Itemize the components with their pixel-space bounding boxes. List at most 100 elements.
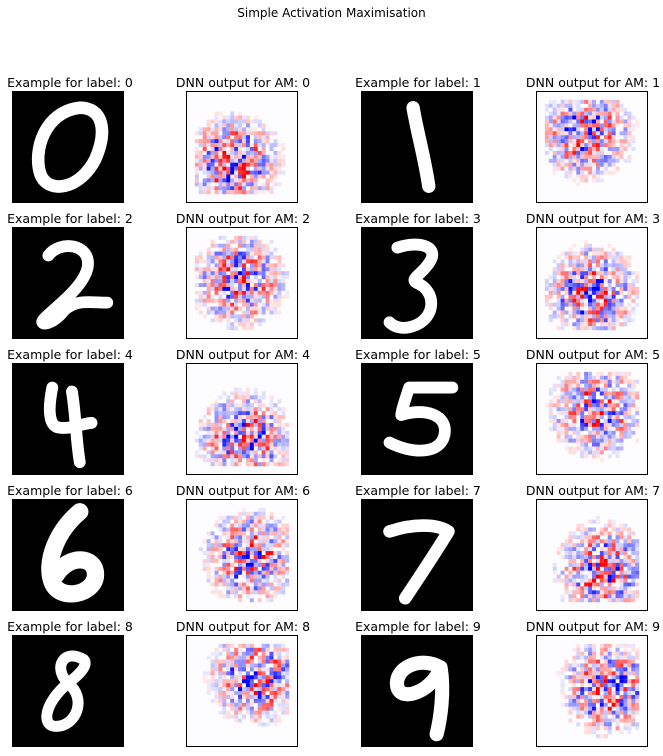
am-pixel <box>257 131 262 136</box>
am-pixel <box>230 531 235 536</box>
am-pixel <box>611 714 616 719</box>
am-pixel <box>261 655 266 660</box>
am-pixel <box>245 158 250 163</box>
am-pixel <box>265 714 270 719</box>
am-pixel <box>261 154 266 159</box>
am-pixel <box>603 594 608 599</box>
am-pixel <box>273 687 278 692</box>
am-pixel <box>222 283 227 288</box>
am-pixel <box>627 562 632 567</box>
am-pixel <box>238 419 243 424</box>
am-pixel <box>273 667 278 672</box>
am-pixel <box>277 675 282 680</box>
am-pixel <box>572 395 577 400</box>
am-pixel <box>234 391 239 396</box>
am-pixel <box>615 158 620 163</box>
am-pixel <box>623 663 628 668</box>
am-pixel <box>222 647 227 652</box>
am-pixel <box>556 419 561 424</box>
am-pixel <box>226 279 231 284</box>
panel-title: Example for label: 5 <box>355 347 481 362</box>
am-pixel <box>226 255 231 260</box>
am-pixel <box>619 150 624 155</box>
am-pixel <box>214 263 219 268</box>
am-pixel <box>615 578 620 583</box>
am-pixel <box>584 111 589 116</box>
am-pixel <box>564 659 569 664</box>
am-pixel <box>226 547 231 552</box>
am-pixel <box>214 659 219 664</box>
am-pixel <box>588 166 593 171</box>
am-pixel <box>548 302 553 307</box>
am-pixel <box>277 531 282 536</box>
am-pixel <box>285 290 290 295</box>
am-pixel <box>230 454 235 459</box>
am-pixel <box>603 702 608 707</box>
am-pixel <box>261 671 266 676</box>
am-pixel <box>265 263 270 268</box>
am-pixel <box>265 594 270 599</box>
am-pixel <box>202 671 207 676</box>
am-pixel <box>194 283 199 288</box>
am-pixel <box>253 523 258 528</box>
am-pixel <box>257 279 262 284</box>
am-pixel <box>249 663 254 668</box>
am-pixel <box>603 107 608 112</box>
am-pixel <box>564 147 569 152</box>
am-pixel <box>584 582 589 587</box>
am-pixel <box>242 531 247 536</box>
digit-image <box>12 227 124 339</box>
am-pixel <box>627 694 632 699</box>
am-pixel <box>623 586 628 591</box>
am-pixel <box>218 111 223 116</box>
am-pixel <box>226 310 231 315</box>
am-pixel <box>230 326 235 331</box>
digit-svg <box>41 503 105 603</box>
am-pixel <box>230 255 235 260</box>
am-pixel <box>631 123 636 128</box>
am-pixel <box>599 306 604 311</box>
am-pixel <box>584 263 589 268</box>
am-pixel <box>584 454 589 459</box>
am-pixel <box>261 578 266 583</box>
am-pixel <box>202 675 207 680</box>
am-pixel <box>253 442 258 447</box>
am-pixel <box>619 659 624 664</box>
am-pixel <box>568 166 573 171</box>
am-pixel <box>249 446 254 451</box>
am-pixel <box>238 582 243 587</box>
am-pixel <box>257 647 262 652</box>
am-pixel <box>615 531 620 536</box>
am-pixel <box>576 279 581 284</box>
am-pixel <box>595 103 600 108</box>
am-pixel <box>269 691 274 696</box>
am-pixel <box>242 178 247 183</box>
am-pixel <box>269 190 274 195</box>
am-pixel <box>226 446 231 451</box>
am-pixel <box>560 271 565 276</box>
am-pixel <box>242 275 247 280</box>
am-pixel <box>576 154 581 159</box>
am-pixel <box>556 131 561 136</box>
am-pixel <box>194 430 199 435</box>
am-pixel <box>285 706 290 711</box>
am-pixel <box>222 515 227 520</box>
am-pixel <box>560 326 565 331</box>
am-pixel <box>273 562 278 567</box>
am-pixel <box>599 578 604 583</box>
am-pixel <box>234 267 239 272</box>
am-pixel <box>218 275 223 280</box>
am-pixel <box>576 127 581 132</box>
am-pixel <box>584 294 589 299</box>
am-pixel <box>576 399 581 404</box>
am-pixel <box>234 306 239 311</box>
am-pixel <box>576 679 581 684</box>
am-pixel <box>607 586 612 591</box>
am-pixel <box>226 411 231 416</box>
am-pixel <box>619 154 624 159</box>
am-pixel <box>588 154 593 159</box>
am-pixel <box>603 527 608 532</box>
am-pixel <box>595 734 600 739</box>
am-pixel <box>277 279 282 284</box>
am-pixel <box>552 383 557 388</box>
